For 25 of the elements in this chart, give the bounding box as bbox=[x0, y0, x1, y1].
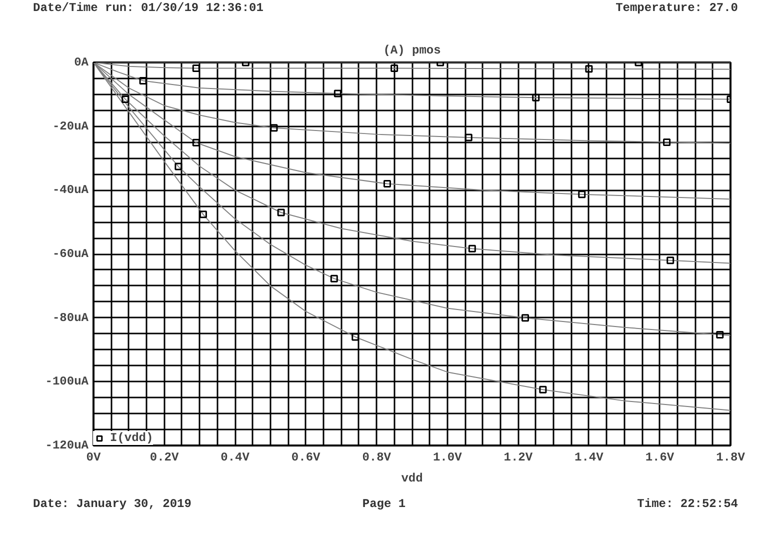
y-tick-label: -100uA bbox=[45, 374, 90, 389]
y-tick-label: -20uA bbox=[52, 119, 90, 134]
x-tick-label: 0.2V bbox=[150, 450, 180, 464]
y-tick-label: -120uA bbox=[45, 438, 90, 452]
y-tick-label: -60uA bbox=[52, 247, 90, 261]
text: Date/Time run: 01/30/19 12:36:01 bbox=[33, 0, 264, 17]
text: Page 1 bbox=[362, 496, 406, 513]
y-tick-label: 0A bbox=[74, 56, 90, 70]
x-tick-label: 1.8V bbox=[716, 450, 746, 464]
x-tick-label: 1.4V bbox=[574, 450, 604, 464]
x-tick-label: 1.2V bbox=[504, 450, 534, 464]
x-tick-label: 0.8V bbox=[362, 450, 392, 464]
x-tick-label: 0.6V bbox=[291, 450, 322, 464]
text: Date: January 30, 2019 bbox=[33, 496, 192, 513]
text: Time: 22:52:54 bbox=[637, 496, 738, 513]
legend-label: I(vdd) bbox=[110, 431, 154, 445]
x-tick-label: 1.6V bbox=[645, 450, 675, 464]
text: Temperature: 27.0 bbox=[616, 0, 738, 17]
x-axis-title: vdd bbox=[401, 472, 423, 486]
x-tick-label: 1.0V bbox=[432, 450, 463, 464]
x-tick-label: 0V bbox=[86, 450, 102, 464]
y-tick-label: -80uA bbox=[52, 310, 90, 325]
chart-title: (A) pmos bbox=[383, 44, 441, 58]
y-tick-label: -40uA bbox=[52, 183, 90, 198]
x-tick-label: 0.4V bbox=[220, 450, 250, 464]
